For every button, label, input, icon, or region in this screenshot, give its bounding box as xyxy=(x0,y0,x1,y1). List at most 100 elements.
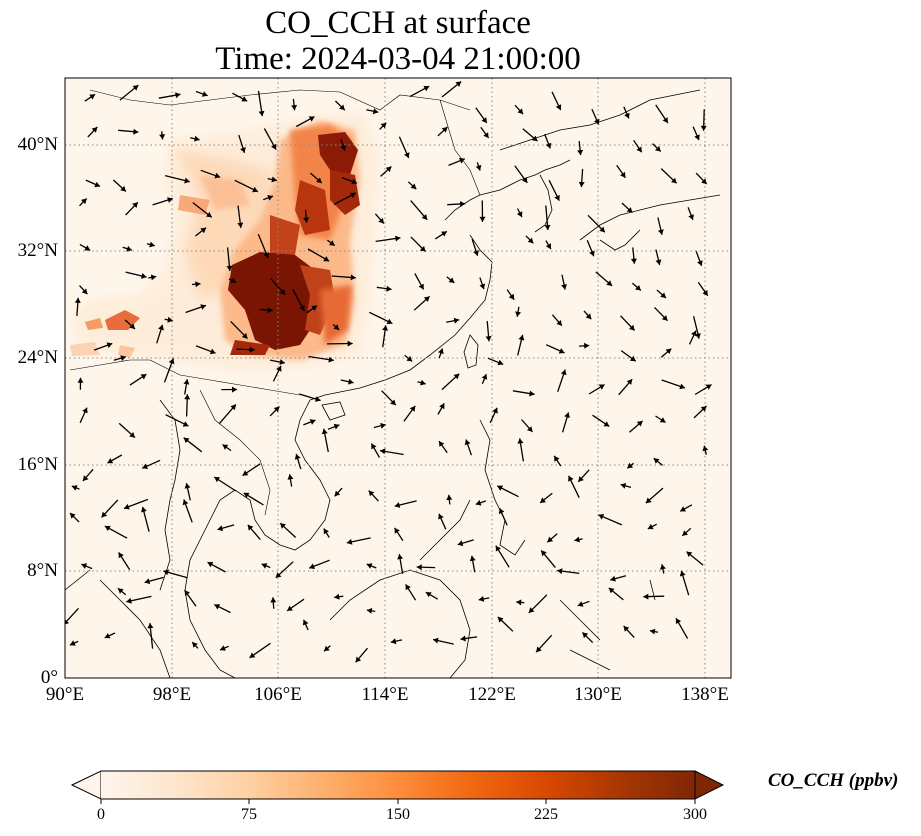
wind-arrow-head xyxy=(303,217,310,223)
wind-arrow-head xyxy=(659,417,666,423)
wind-arrow-head xyxy=(697,260,703,266)
wind-arrow-head xyxy=(184,394,191,400)
wind-arrow-head xyxy=(81,198,87,205)
wind-arrow-head xyxy=(371,443,377,450)
wind-arrow-head xyxy=(323,256,330,262)
wind-arrow-head xyxy=(276,365,282,372)
wind-arrow-head xyxy=(522,177,528,183)
wind-arrow-head xyxy=(665,348,672,355)
wind-arrow-head xyxy=(529,390,535,397)
wind-arrow-head xyxy=(702,445,709,452)
wind-arrow-head xyxy=(647,523,654,530)
wind-arrow-head xyxy=(101,511,108,518)
wind-arrow-head xyxy=(372,108,379,115)
wind-arrow-head xyxy=(438,513,444,520)
wind-arrow-head xyxy=(368,490,375,497)
wind-arrow-head xyxy=(688,214,694,220)
lon-label-106: 106°E xyxy=(254,684,302,705)
wind-arrow-head xyxy=(661,315,668,321)
wind-arrow-head xyxy=(469,555,476,562)
wind-arrow-head xyxy=(263,252,269,258)
wind-arrow-head xyxy=(192,642,198,648)
wind-arrow-head xyxy=(70,513,76,519)
lon-label-90: 90°E xyxy=(45,684,85,705)
wind-arrow-head xyxy=(455,81,462,87)
wind-arrow-head xyxy=(333,324,340,330)
wind-arrow-head xyxy=(334,490,341,497)
wind-arrow-head xyxy=(405,584,411,591)
wind-arrow-head xyxy=(561,284,567,290)
wind-arrow-head xyxy=(243,492,250,499)
wind-arrow-head xyxy=(536,646,542,653)
wind-arrow-head xyxy=(527,426,533,432)
wind-arrow-head xyxy=(94,181,100,188)
wind-arrow-head xyxy=(82,475,89,481)
wind-arrow-head xyxy=(77,377,84,383)
coastlines-and-borders xyxy=(65,89,721,678)
wind-arrow-head xyxy=(438,348,444,355)
plot-title-line-2: Time: 2024-03-04 21:00:00 xyxy=(215,41,581,77)
wind-arrow-head xyxy=(385,166,392,173)
lat-label-0: 0° xyxy=(40,667,58,688)
wind-arrow-head xyxy=(386,318,393,325)
wind-arrow-head xyxy=(460,201,466,207)
wind-arrow-head xyxy=(214,172,221,179)
wind-arrow-head xyxy=(453,373,460,380)
wind-arrow-head xyxy=(267,195,273,201)
wind-arrow-head xyxy=(558,348,565,354)
wind-arrow-head xyxy=(74,297,81,303)
wind-arrow-head xyxy=(84,245,91,251)
map-background xyxy=(65,78,731,678)
wind-arrow-head xyxy=(386,285,392,292)
wind-arrow-head xyxy=(81,288,88,295)
wind-arrow-head xyxy=(395,235,401,242)
wind-arrow-head xyxy=(167,316,173,323)
wind-arrow-head xyxy=(241,332,248,339)
wind-arrow-head xyxy=(643,593,649,600)
lat-label-40: 40°N xyxy=(17,134,58,155)
wind-arrow-head xyxy=(194,135,200,142)
wind-arrow-head xyxy=(423,85,430,92)
wind-arrow-head xyxy=(508,293,515,300)
wind-arrow-head xyxy=(200,227,207,234)
wind-arrow-head xyxy=(390,399,396,406)
wind-arrow-head xyxy=(701,178,707,185)
wind-arrow-head xyxy=(446,494,453,501)
wind-vectors xyxy=(65,80,712,663)
wind-arrow-head xyxy=(209,348,216,355)
colorbar-tick-75: 75 xyxy=(241,806,257,823)
wind-arrow-head xyxy=(126,597,132,604)
wind-arrow-head xyxy=(555,104,562,111)
wind-arrow-head xyxy=(316,177,322,183)
wind-arrow-head xyxy=(495,545,501,552)
wind-arrow-head xyxy=(441,127,448,133)
wind-arrow-head xyxy=(258,110,265,117)
wind-arrow-head xyxy=(366,563,373,569)
wind-arrow-head xyxy=(120,355,126,362)
wind-arrow-head xyxy=(271,143,277,150)
wind-arrow-head xyxy=(380,122,387,129)
wind-arrow-head xyxy=(252,186,258,193)
wind-arrow-head xyxy=(682,530,688,536)
lon-label-114: 114°E xyxy=(361,684,409,705)
wind-arrow-head xyxy=(649,628,656,635)
wind-arrow-head xyxy=(475,499,482,506)
wind-arrow-head xyxy=(574,536,580,543)
wind-arrow-head xyxy=(679,570,686,577)
wind-arrow-head xyxy=(104,633,111,639)
wind-arrow-head xyxy=(479,216,486,222)
wind-arrow-head xyxy=(126,245,132,252)
wind-arrow-head xyxy=(675,618,682,624)
wind-arrow-head xyxy=(390,638,397,645)
wind-arrow-head xyxy=(691,330,697,337)
wind-arrow-head xyxy=(577,149,584,156)
wind-arrow-head xyxy=(144,578,151,585)
wind-arrow-head xyxy=(175,92,181,99)
wind-arrow-head xyxy=(129,432,135,438)
wind-arrow-head xyxy=(420,379,426,386)
wind-arrow-head xyxy=(167,197,173,203)
wind-arrow-head xyxy=(608,587,615,594)
wind-arrow-head xyxy=(309,563,315,570)
wind-arrow-head xyxy=(540,497,546,503)
